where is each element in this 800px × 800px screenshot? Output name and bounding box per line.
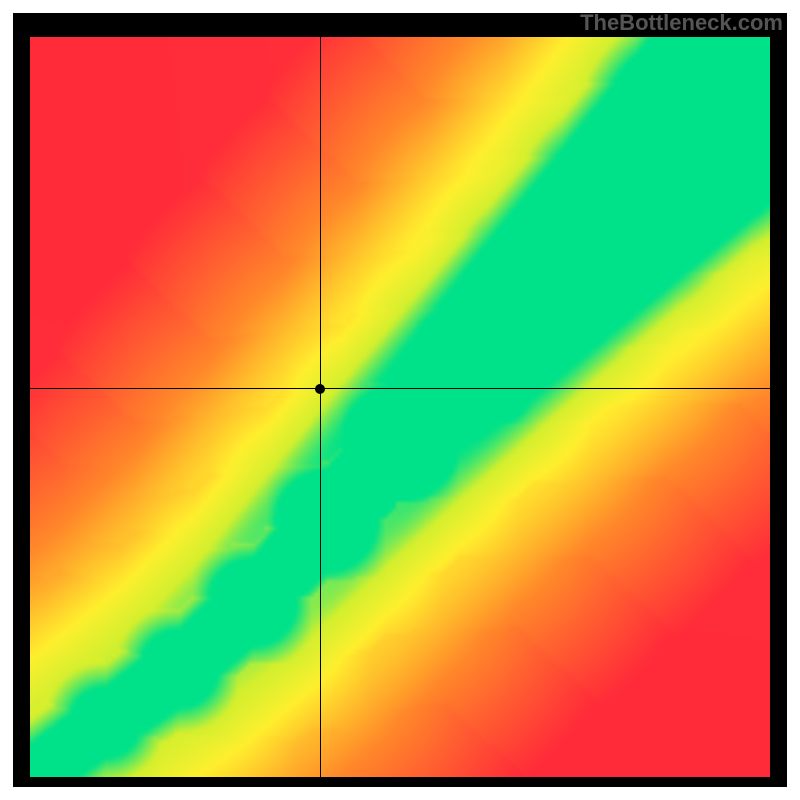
crosshair-vertical <box>320 37 321 777</box>
watermark-text: TheBottleneck.com <box>580 10 783 36</box>
heatmap-plot <box>30 37 770 777</box>
chart-container: TheBottleneck.com <box>0 0 800 800</box>
crosshair-marker <box>315 384 325 394</box>
crosshair-horizontal <box>30 388 770 389</box>
heatmap-canvas <box>30 37 770 777</box>
